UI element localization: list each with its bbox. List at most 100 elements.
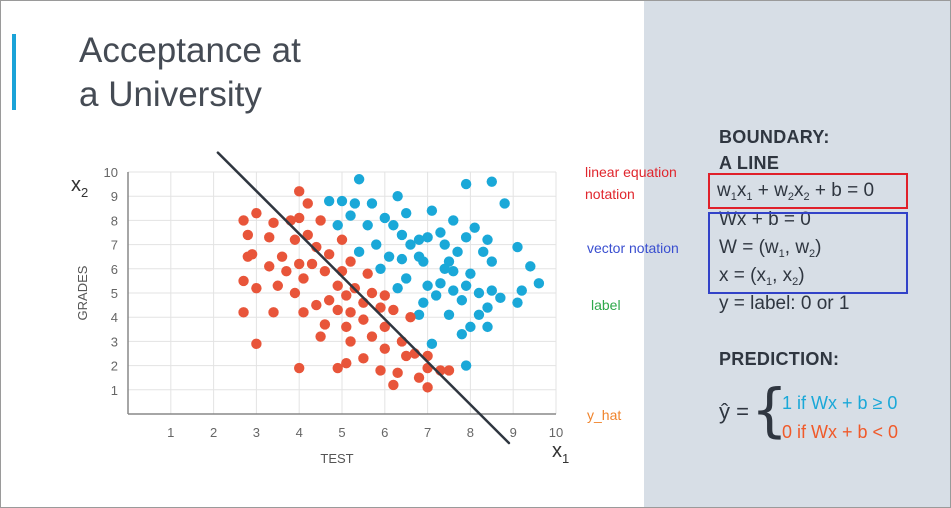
y-tick-label: 7 xyxy=(111,238,118,253)
data-point xyxy=(439,239,450,250)
data-point xyxy=(422,280,433,291)
data-point xyxy=(396,253,408,265)
y-tick-label: 8 xyxy=(111,213,118,228)
y-tick-label: 2 xyxy=(111,359,118,374)
data-point xyxy=(379,321,390,333)
data-point xyxy=(401,350,412,362)
data-point xyxy=(345,256,356,267)
data-point xyxy=(375,263,386,274)
data-point xyxy=(294,212,305,224)
data-point xyxy=(281,266,292,277)
data-point xyxy=(525,261,536,272)
data-point xyxy=(294,258,305,270)
data-point xyxy=(430,290,442,301)
data-point xyxy=(375,365,386,376)
data-point xyxy=(473,309,485,320)
data-point xyxy=(238,307,249,318)
data-point xyxy=(332,304,343,316)
data-point xyxy=(366,287,378,299)
data-point xyxy=(379,212,390,224)
vector-eq-2: W = (w1, w2) xyxy=(719,237,822,260)
data-point xyxy=(486,285,497,296)
data-point xyxy=(362,268,373,279)
data-point xyxy=(392,282,403,294)
data-point xyxy=(388,379,399,391)
data-point xyxy=(323,195,335,207)
data-point xyxy=(426,205,438,216)
y-tick-label: 5 xyxy=(111,286,118,301)
data-point xyxy=(439,263,450,274)
vector-notation-highlight-box xyxy=(708,212,908,294)
data-point xyxy=(413,372,425,383)
data-point xyxy=(345,210,356,221)
data-point xyxy=(323,295,335,306)
data-point xyxy=(379,290,390,301)
vector-eq-1: Wx + b = 0 xyxy=(719,209,811,230)
data-point xyxy=(401,273,412,284)
data-point xyxy=(418,297,429,308)
data-point xyxy=(272,280,283,291)
data-point xyxy=(418,256,429,267)
data-point xyxy=(456,328,468,340)
data-point xyxy=(460,232,472,243)
data-point xyxy=(512,241,523,253)
chart-axes: 1 2 3 4 5 6 7 8 9 10 1 2 3 4 5 6 7 8 9 10 xyxy=(104,165,564,440)
data-point xyxy=(482,302,493,313)
data-point xyxy=(422,382,433,393)
y-axis-label: GRADES xyxy=(75,265,90,320)
title-line-2: a University xyxy=(79,75,262,114)
data-point xyxy=(452,246,463,258)
data-point xyxy=(516,285,527,296)
data-point xyxy=(332,280,343,291)
data-point xyxy=(486,256,497,267)
y-tick-label: 6 xyxy=(111,262,118,277)
data-point xyxy=(323,249,335,260)
data-point xyxy=(405,239,416,250)
data-point xyxy=(448,215,459,226)
data-point xyxy=(460,178,472,190)
data-point xyxy=(460,360,472,371)
data-point xyxy=(268,307,279,318)
data-point xyxy=(413,234,425,245)
data-point xyxy=(238,215,249,226)
data-point xyxy=(319,266,331,277)
x-axis-symbol: x1 xyxy=(552,440,569,466)
x-tick-label: 4 xyxy=(296,425,303,440)
data-point xyxy=(294,362,305,374)
data-point xyxy=(289,234,301,245)
data-point xyxy=(246,249,258,260)
chart-points xyxy=(238,174,545,393)
boundary-equation: w1x1 + w2x2 + b = 0 xyxy=(717,180,875,203)
data-point xyxy=(405,312,416,323)
data-point xyxy=(315,215,326,226)
data-point xyxy=(264,232,275,243)
data-point xyxy=(345,307,356,318)
data-point xyxy=(379,343,390,354)
data-point xyxy=(341,321,352,333)
label-line: y = label: 0 or 1 xyxy=(719,293,850,314)
scatter-chart: 1 2 3 4 5 6 7 8 9 10 1 2 3 4 5 6 7 8 9 10 GRADES TEST x2 x1 xyxy=(71,151,569,466)
boundary-line xyxy=(216,151,511,445)
data-point xyxy=(388,304,399,316)
data-point xyxy=(435,227,446,238)
data-point xyxy=(251,338,262,350)
data-point xyxy=(315,331,326,342)
x-tick-label: 5 xyxy=(338,425,345,440)
title-line-1: Acceptance at xyxy=(79,31,301,70)
data-point xyxy=(486,176,497,187)
vector-eq-3: x = (x1, x2) xyxy=(719,265,805,288)
data-point xyxy=(482,234,493,245)
data-point xyxy=(298,273,309,284)
data-point xyxy=(302,198,313,209)
data-point xyxy=(276,251,288,262)
x-axis-label: TEST xyxy=(320,451,353,466)
y-tick-label: 10 xyxy=(104,165,118,180)
boundary-heading-line1: BOUNDARY: xyxy=(719,127,830,147)
boundary-heading-line2: A LINE xyxy=(719,153,780,173)
data-point xyxy=(413,309,425,320)
prediction-one: 1 if Wx + b ≥ 0 xyxy=(782,393,898,413)
data-point xyxy=(289,287,301,299)
data-point xyxy=(353,246,365,258)
data-point xyxy=(392,367,403,379)
annotation-label: label xyxy=(591,297,621,313)
